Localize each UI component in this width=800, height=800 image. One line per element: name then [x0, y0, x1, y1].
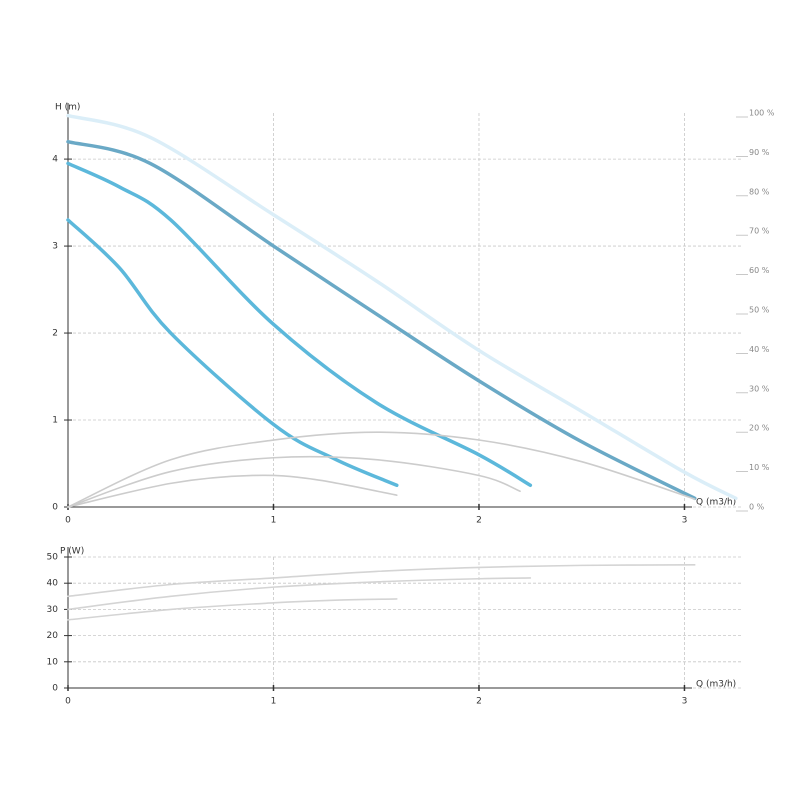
y2-tick-label: 10 %	[749, 463, 770, 472]
y2-tick-label: 80 %	[749, 187, 770, 196]
y2-tick-label: 70 %	[749, 227, 770, 236]
x-tick-label: 3	[682, 516, 688, 526]
y-tick-label: 4	[52, 155, 58, 165]
curve	[67, 474, 398, 508]
y-tick-label: 0	[52, 684, 58, 694]
y-tick-label: 3	[52, 242, 58, 252]
x-tick-label: 2	[476, 516, 482, 526]
curve	[67, 577, 532, 611]
y-tick-label: 40	[47, 579, 59, 589]
curve	[66, 113, 738, 501]
y2-tick-label: 20 %	[749, 424, 770, 433]
y-tick-label: 1	[52, 416, 58, 426]
y2-tick-label: 0 %	[749, 503, 765, 512]
y-axis-label: P (W)	[60, 547, 84, 557]
y2-tick-label: 60 %	[749, 266, 770, 275]
curve	[67, 598, 398, 621]
x-tick-label: 3	[682, 697, 688, 707]
curve	[66, 139, 697, 501]
y-tick-label: 50	[47, 553, 59, 563]
curve	[66, 161, 533, 488]
y-tick-label: 2	[52, 329, 58, 339]
x-tick-label: 2	[476, 697, 482, 707]
x-tick-label: 1	[271, 516, 277, 526]
y2-tick-label: 40 %	[749, 345, 770, 354]
y2-tick-label: 90 %	[749, 148, 770, 157]
y-tick-label: 30	[47, 605, 59, 615]
y2-tick-label: 50 %	[749, 306, 770, 315]
curve	[67, 455, 521, 508]
x-axis-label: Q (m3/h)	[696, 680, 736, 690]
y2-tick-label: 30 %	[749, 384, 770, 393]
y-tick-label: 20	[47, 631, 59, 641]
y-tick-label: 10	[47, 657, 59, 667]
y-tick-label: 0	[52, 503, 58, 513]
curve	[66, 218, 399, 488]
x-tick-label: 1	[271, 697, 277, 707]
curve	[67, 564, 696, 598]
x-axis-label: Q (m3/h)	[696, 498, 736, 508]
y2-tick-label: 100 %	[749, 109, 775, 118]
x-tick-label: 0	[65, 697, 71, 707]
x-tick-label: 0	[65, 516, 71, 526]
curve	[67, 431, 696, 508]
